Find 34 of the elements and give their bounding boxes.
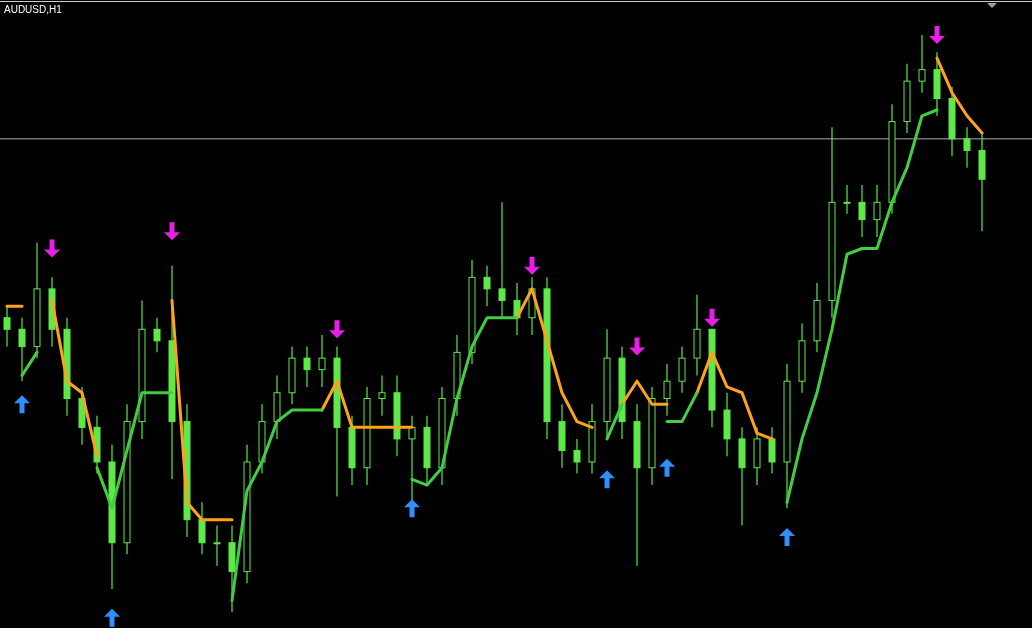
candlestick <box>303 345 311 388</box>
candlestick <box>153 317 161 353</box>
point <box>659 458 675 477</box>
candlestick <box>213 524 221 567</box>
point <box>929 26 945 44</box>
point <box>629 337 645 356</box>
point <box>779 527 795 546</box>
point <box>14 395 30 414</box>
point <box>329 320 345 339</box>
candlestick <box>198 501 206 555</box>
candlestick <box>858 184 866 238</box>
candlestick <box>873 184 881 238</box>
point <box>599 470 615 489</box>
candlestick <box>768 426 776 475</box>
candlestick <box>498 201 506 319</box>
candlestick <box>918 34 926 94</box>
candlestick <box>378 374 386 417</box>
candlestick <box>3 305 11 348</box>
candlestick <box>408 415 416 503</box>
candlestick <box>678 345 686 394</box>
point <box>44 239 60 258</box>
candlestick <box>483 265 491 307</box>
candlestick <box>18 317 26 382</box>
point <box>524 256 540 275</box>
point <box>704 308 720 327</box>
candlestick <box>573 438 581 475</box>
point <box>404 499 420 518</box>
candlestick <box>963 126 971 169</box>
candlestick <box>843 184 851 215</box>
point <box>104 608 120 627</box>
chart-title: AUDUSD,H1 <box>4 4 63 15</box>
point <box>164 222 180 241</box>
candlestick <box>318 334 326 388</box>
candlestick <box>663 363 671 417</box>
